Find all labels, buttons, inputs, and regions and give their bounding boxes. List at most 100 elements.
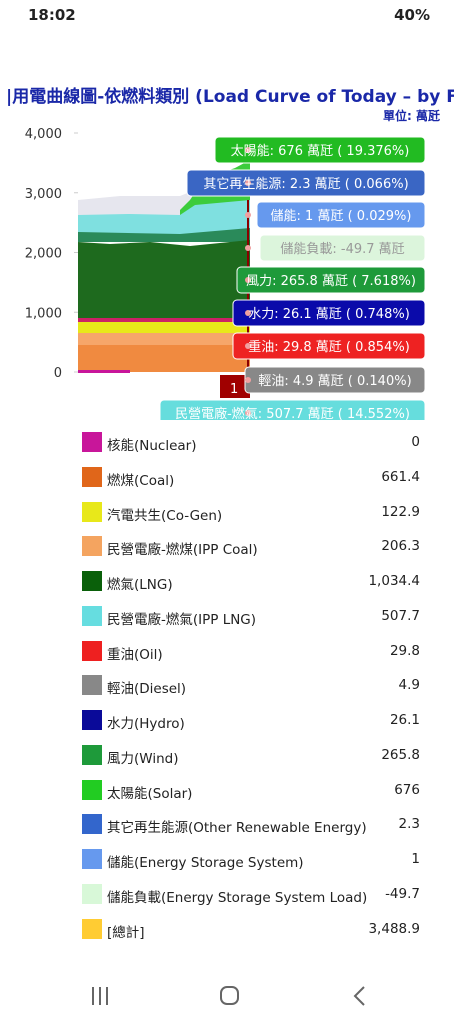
tooltip-dot [245,277,251,283]
area-shape [78,345,250,372]
legend-value: 1,034.4 [368,573,420,589]
y-tick-label: 3,000 [25,187,62,202]
home-button[interactable] [220,986,239,1005]
tooltip-text: 儲能負載: -49.7 萬瓩 [280,242,404,257]
legend-name: 民營電廠-燃氣(IPP LNG) [107,611,257,628]
tooltip-dot [245,212,251,218]
legend-value: 1 [411,851,420,867]
legend-row: 燃煤(Coal) 661.4 [0,460,460,494]
recent-apps-button[interactable] [92,987,108,1005]
legend-value: 0 [411,434,420,450]
legend-value: 3,488.9 [368,920,420,937]
y-tick-label: 0 [54,366,62,381]
legend-value: 26.1 [389,712,420,728]
area-shape [78,228,250,242]
legend-value: 2.3 [398,816,420,833]
legend-name: 民營電廠-燃煤(IPP Coal) [107,542,258,559]
area-shape [78,370,130,373]
back-button[interactable] [353,986,365,1006]
area-shape [78,322,250,333]
legend-value: -49.7 [385,885,420,902]
legend-name: 水力(Hydro) [107,716,185,732]
legend-name: 燃氣(LNG) [107,577,173,593]
legend-swatch [82,814,102,835]
legend-row: 風力(Wind) 265.8 [0,738,460,772]
tooltip-box [232,299,426,327]
tooltip-box [159,399,426,420]
tooltip-dot [245,310,251,316]
y-axis: 0 1,000 2,000 3,000 4,000 1 [25,127,239,397]
tooltip-dot [245,377,251,383]
legend-value: 661.4 [381,468,420,485]
legend-swatch [82,710,102,730]
tooltip-text: 民營電廠-燃氣: 507.7 萬瓩 ( 14.552%) [175,406,410,420]
legend-swatch [82,571,102,591]
legend-swatch [82,675,102,696]
y-tick-label: 1,000 [25,306,62,321]
legend-row: 儲能負載(Energy Storage System Load) -49.7 [0,877,460,911]
legend-row: 水力(Hydro) 26.1 [0,703,460,737]
tooltip-box [259,234,426,262]
tooltip-dot [245,410,251,416]
legend-value: 265.8 [381,746,420,763]
tooltip-text: 太陽能: 676 萬瓩 ( 19.376%) [231,144,410,159]
legend-row: 核能(Nuclear) 0 [0,425,460,459]
legend-row: 其它再生能源(Other Renewable Energy) 2.3 [0,807,460,841]
legend-swatch [82,605,102,626]
legend-value: 29.8 [389,642,420,659]
area-shape [78,333,250,345]
tooltip-dot [245,343,251,349]
tooltip-dot [245,180,251,186]
legend-swatch [82,466,102,487]
legend-swatch [82,883,102,904]
tooltip-box [214,136,426,164]
legend-name: 燃煤(Coal) [107,472,175,489]
legend-value: 122.9 [381,503,420,520]
legend-swatch [82,536,102,557]
legend-row: 太陽能(Solar) 676 [0,773,460,807]
tooltips: 太陽能: 676 萬瓩 ( 19.376%) 其它再生能源: 2.3 萬瓩 ( 0… [159,136,426,420]
legend-name: 儲能(Energy Storage System) [107,855,304,871]
x-marker [220,375,250,398]
tooltip-box [256,201,426,229]
chart: 0 1,000 2,000 3,000 4,000 1 太陽能: 676 萬瓩 ( 19.… [25,127,426,420]
tooltip-dot [245,245,251,251]
legend-swatch [82,501,102,522]
legend-name: 輕油(Diesel) [107,681,187,698]
unit-label: 單位: 萬瓩 [383,109,440,123]
tooltip-box [236,266,426,294]
legend-row: 重油(Oil) 29.8 [0,634,460,668]
battery: 40% [394,6,430,24]
legend-swatch [82,432,102,452]
legend-row: 民營電廠-燃氣(IPP LNG) 507.7 [0,599,460,633]
legend-swatch [82,918,102,939]
tooltip-box [232,332,426,360]
tooltip-text: 重油: 29.8 萬瓩 ( 0.854%) [248,339,410,355]
legend-value: 206.3 [381,538,420,555]
tooltip-text: 輕油: 4.9 萬瓩 ( 0.140%) [258,374,411,389]
legend-row: 民營電廠-燃煤(IPP Coal) 206.3 [0,529,460,563]
chart-title: |用電曲線圖-依燃料類別 (Load Curve of Today – by F… [6,87,454,107]
legend-row: 儲能(Energy Storage System) 1 [0,842,460,876]
area-shape [78,318,250,322]
x-marker-label: 1 [230,382,238,397]
legend-swatch [82,640,102,661]
legend-name: 儲能負載(Energy Storage System Load) [107,889,368,906]
legend-name: 太陽能(Solar) [107,785,193,802]
legend-value: 4.9 [398,677,420,694]
tooltip-text: 儲能: 1 萬瓩 ( 0.029%) [271,209,412,224]
tooltip-box [186,169,426,197]
legend-row: [總計] 3,488.9 [0,912,460,946]
legend-swatch [82,744,102,765]
tooltip-text: 風力: 265.8 萬瓩 ( 7.618%) [246,274,416,289]
y-tick-label: 2,000 [25,247,62,262]
legend-value: 676 [394,781,420,798]
tooltip-text: 水力: 26.1 萬瓩 ( 0.748%) [248,307,410,322]
legend-name: 核能(Nuclear) [107,438,197,454]
status-bar: 18:02 40% [0,0,460,30]
tooltip-text: 其它再生能源: 2.3 萬瓩 ( 0.066%) [203,176,408,192]
legend-value: 507.7 [381,607,420,624]
legend-name: 風力(Wind) [107,750,179,767]
legend-name: 汽電共生(Co-Gen) [107,507,223,524]
